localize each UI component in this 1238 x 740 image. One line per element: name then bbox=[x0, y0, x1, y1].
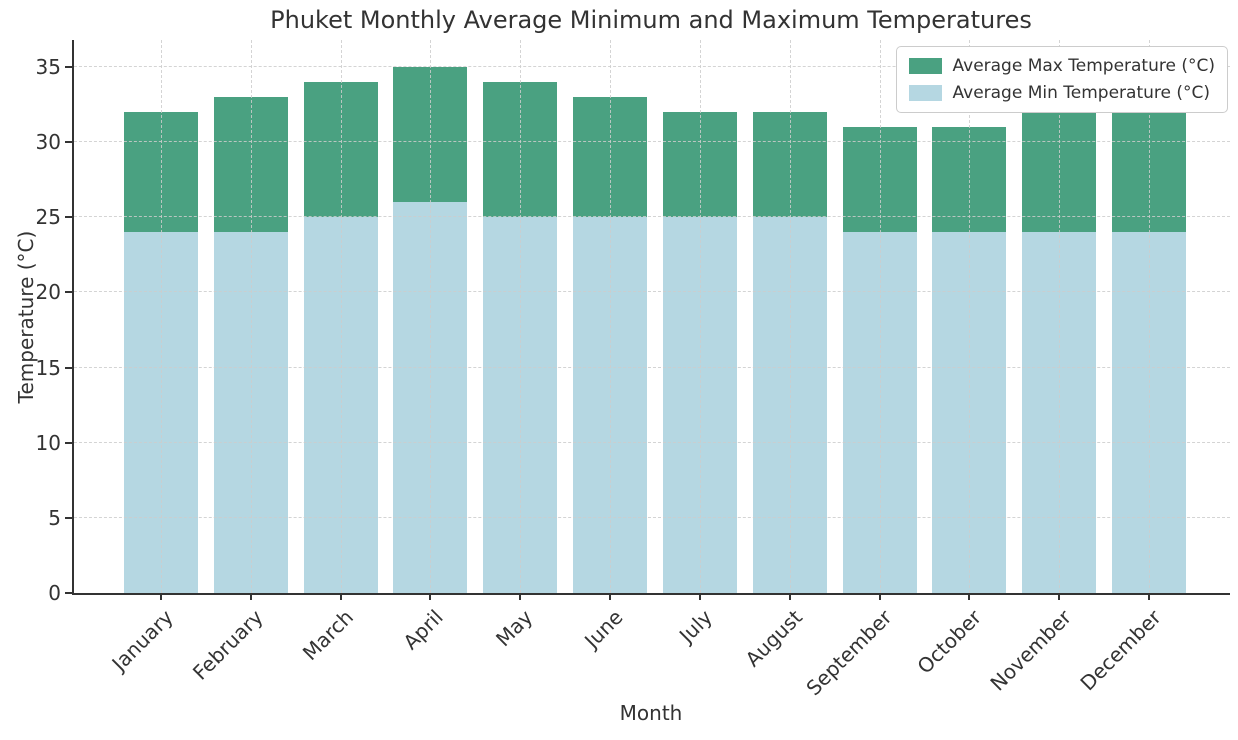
legend-item-max: Average Max Temperature (°C) bbox=[908, 56, 1216, 76]
legend: Average Max Temperature (°C) Average Min… bbox=[895, 46, 1228, 113]
y-tick-label-30: 30 bbox=[35, 130, 61, 155]
y-tick-15 bbox=[65, 366, 74, 369]
x-tick-label-may: May bbox=[490, 605, 538, 652]
legend-label-min: Average Min Temperature (°C) bbox=[952, 83, 1211, 103]
bar-slot-october: October bbox=[913, 40, 1014, 679]
x-tick-september bbox=[878, 593, 881, 600]
gridline-x-january bbox=[160, 40, 162, 593]
x-tick-june bbox=[609, 593, 612, 600]
y-tick-20 bbox=[65, 291, 74, 294]
x-tick-label-march: March bbox=[297, 605, 358, 666]
x-tick-july bbox=[698, 593, 701, 600]
x-tick-may bbox=[519, 593, 522, 600]
gridline-y-20 bbox=[74, 291, 1230, 293]
legend-label-max: Average Max Temperature (°C) bbox=[952, 56, 1216, 76]
y-tick-0 bbox=[65, 592, 74, 594]
x-tick-october bbox=[968, 593, 971, 600]
x-tick-label-april: April bbox=[398, 605, 448, 655]
gridline-x-march bbox=[340, 40, 342, 593]
y-tick-25 bbox=[65, 216, 74, 219]
bar-slot-march: March bbox=[296, 40, 386, 665]
gridline-x-august bbox=[789, 40, 791, 593]
gridline-y-10 bbox=[74, 441, 1230, 443]
y-tick-label-10: 10 bbox=[35, 430, 61, 455]
bar-slot-september: September bbox=[801, 40, 925, 700]
bar-slot-june: June bbox=[565, 40, 655, 653]
gridline-y-30 bbox=[74, 141, 1230, 143]
bar-slot-may: May bbox=[475, 40, 565, 651]
gridline-x-may bbox=[520, 40, 522, 593]
y-tick-10 bbox=[65, 441, 74, 444]
bar-slot-december: December bbox=[1076, 40, 1194, 695]
y-tick-30 bbox=[65, 141, 74, 144]
bar-slot-january: January bbox=[107, 40, 206, 676]
x-tick-january bbox=[159, 593, 162, 600]
bar-slot-february: February bbox=[188, 40, 296, 685]
gridline-y-35 bbox=[74, 66, 1230, 68]
x-tick-label-june: June bbox=[579, 605, 628, 653]
gridline-x-october bbox=[969, 40, 971, 593]
y-tick-label-25: 25 bbox=[35, 205, 61, 230]
x-tick-february bbox=[249, 593, 252, 600]
gridline-x-december bbox=[1149, 40, 1151, 593]
bars-container: January February March April May June July Augu… bbox=[74, 40, 1230, 700]
legend-item-min: Average Min Temperature (°C) bbox=[908, 83, 1216, 103]
gridline-y-15 bbox=[74, 366, 1230, 368]
x-axis-label: Month bbox=[619, 701, 683, 725]
y-axis-label: Temperature (°C) bbox=[14, 230, 38, 404]
gridline-y-25 bbox=[74, 216, 1230, 218]
legend-swatch-max-icon bbox=[908, 58, 942, 74]
gridline-x-september bbox=[879, 40, 881, 593]
y-tick-label-35: 35 bbox=[35, 55, 61, 80]
x-tick-label-november: November bbox=[985, 605, 1077, 696]
x-tick-label-february: February bbox=[188, 605, 268, 685]
bar-slot-august: August bbox=[740, 40, 835, 671]
gridline-x-july bbox=[699, 40, 701, 593]
y-tick-label-5: 5 bbox=[48, 505, 61, 530]
bar-slot-november: November bbox=[986, 40, 1104, 696]
x-tick-label-september: September bbox=[801, 605, 897, 701]
x-tick-march bbox=[339, 593, 342, 600]
y-tick-5 bbox=[65, 516, 74, 519]
x-tick-label-december: December bbox=[1075, 605, 1167, 696]
y-tick-label-20: 20 bbox=[35, 280, 61, 305]
x-tick-label-october: October bbox=[912, 605, 987, 679]
x-tick-label-august: August bbox=[740, 605, 807, 672]
gridline-x-november bbox=[1059, 40, 1061, 593]
x-tick-december bbox=[1148, 593, 1151, 600]
bar-slot-april: April bbox=[385, 40, 475, 654]
gridline-x-june bbox=[610, 40, 612, 593]
x-tick-november bbox=[1058, 593, 1061, 600]
x-tick-april bbox=[429, 593, 432, 600]
bar-slot-july: July bbox=[655, 40, 745, 647]
gridline-x-april bbox=[430, 40, 432, 593]
gridline-x-february bbox=[250, 40, 252, 593]
x-tick-label-january: January bbox=[107, 605, 178, 676]
chart-title: Phuket Monthly Average Minimum and Maxim… bbox=[270, 6, 1032, 34]
legend-swatch-min-icon bbox=[908, 85, 942, 101]
y-tick-label-15: 15 bbox=[35, 355, 61, 380]
x-tick-label-july: July bbox=[674, 605, 717, 648]
y-tick-35 bbox=[65, 66, 74, 69]
x-tick-august bbox=[788, 593, 791, 600]
gridline-y-5 bbox=[74, 516, 1230, 518]
y-tick-label-0: 0 bbox=[48, 581, 61, 605]
plot-area: 0 5 10 15 20 25 30 35 January February March April… bbox=[36, 40, 1230, 700]
